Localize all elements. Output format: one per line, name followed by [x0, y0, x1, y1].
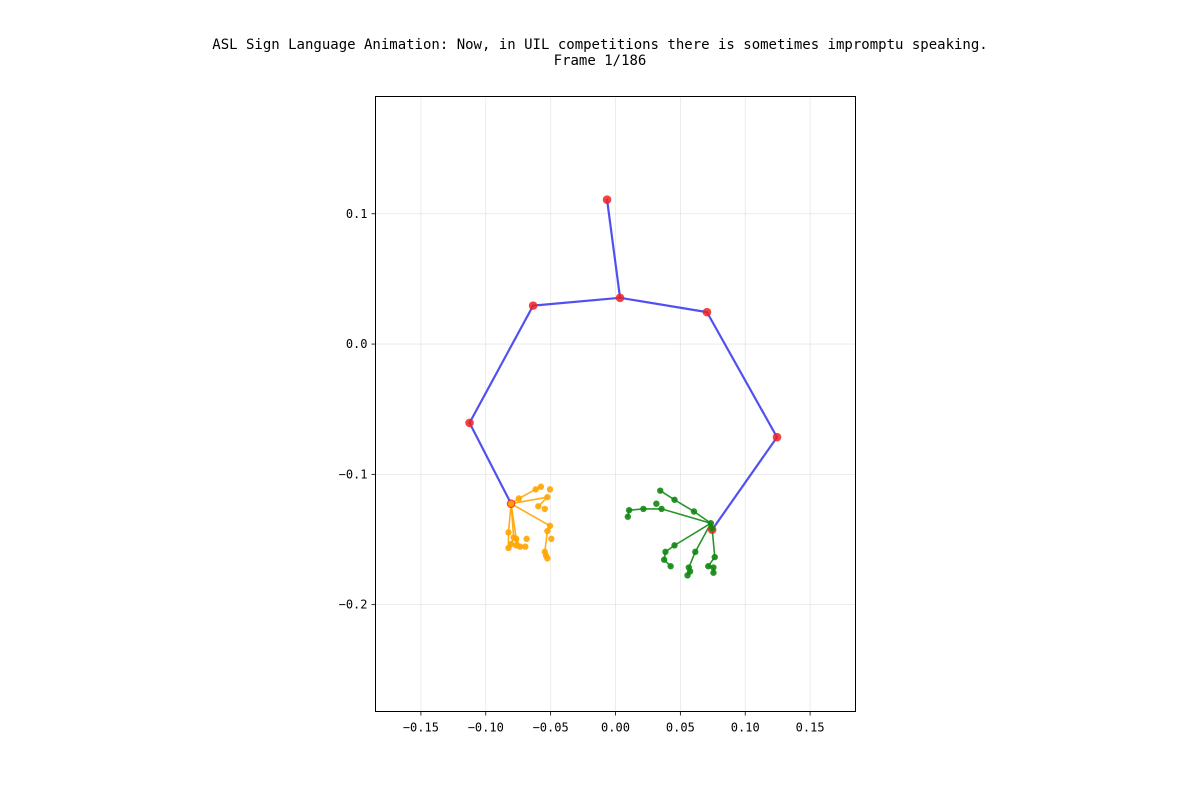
right-hand-joint [708, 525, 716, 532]
right-hand-joint [625, 506, 633, 514]
pose-bone [468, 421, 513, 505]
right-hand-joint [710, 564, 717, 571]
pose-bone [605, 198, 622, 299]
y-tick-label: −0.2 [339, 598, 368, 612]
grid [375, 96, 856, 712]
right-hand-joint [684, 572, 691, 579]
y-tick-label: 0.1 [346, 207, 368, 221]
right-hand-joint [624, 513, 632, 520]
left-hand-joint [548, 535, 555, 543]
right-hand-joint [711, 553, 718, 561]
pose-joint [615, 293, 625, 303]
left-hand-joint [513, 535, 520, 543]
x-tick-label: 0.10 [731, 721, 760, 735]
left-hand-joint [537, 483, 545, 490]
chart-subtitle: Frame 1/186 [553, 53, 647, 69]
right-hand-joint [640, 505, 647, 513]
right-hand-joint [690, 508, 698, 515]
right-hand-joint [660, 556, 668, 563]
left-hand-joint [544, 493, 551, 501]
right-hand-bone [673, 522, 712, 547]
left-hand-bone [510, 496, 549, 505]
right-hand-joint [705, 563, 712, 570]
pose-joint [465, 418, 474, 428]
right-hand-joint [653, 500, 660, 507]
right-hand-joint [657, 487, 664, 494]
axis-ticks: −0.15 −0.10 −0.05 0.00 0.05 0.10 0.15 0.1 0.0 −0.… [339, 207, 825, 735]
x-tick-label: 0.05 [666, 721, 695, 735]
pose-joint [602, 195, 612, 204]
right-hand-joint [692, 548, 699, 556]
pose-bone [705, 311, 779, 439]
chart-title: ASL Sign Language Animation: Now, in UIL… [212, 37, 988, 53]
left-hand-joint [522, 543, 529, 550]
pose-bone [532, 296, 622, 307]
right-hand-joint [707, 520, 715, 527]
left-hand-joint [532, 486, 539, 493]
left-hand-bone [543, 530, 549, 553]
right-hand-joint [671, 496, 678, 503]
right-hand-joint [667, 563, 674, 570]
left-hand-joint [523, 535, 530, 543]
pose-bone [711, 436, 779, 531]
x-tick-label: 0.15 [796, 721, 825, 735]
pose-joint [772, 432, 782, 442]
left-hand-bone [510, 502, 551, 527]
right-hand-joint [662, 548, 669, 556]
left-hand-joint [516, 543, 524, 550]
right-hand-joint [710, 569, 717, 576]
left-hand-joint [544, 527, 551, 535]
right-hand-bone [673, 498, 695, 513]
left-hand-bone [510, 502, 518, 540]
skeleton-points [465, 195, 782, 579]
skeleton-edges [468, 198, 779, 577]
y-tick-label: −0.1 [339, 467, 368, 481]
left-hand-joint [541, 505, 548, 513]
x-tick-label: −0.15 [403, 721, 439, 735]
left-hand-joint [546, 486, 554, 493]
left-hand-joint [505, 529, 512, 536]
left-hand-joint [505, 544, 512, 552]
pose-bone [618, 296, 709, 314]
right-hand-joint [658, 505, 665, 513]
left-hand-joint [515, 495, 523, 502]
right-hand-joint [671, 542, 678, 549]
x-tick-label: −0.10 [468, 721, 504, 735]
pose-joint [702, 307, 712, 317]
pose-joint [528, 301, 538, 310]
right-hand-bone [660, 508, 712, 525]
left-hand-joint [507, 500, 515, 507]
left-hand-joint [535, 503, 542, 510]
x-tick-label: 0.00 [601, 721, 630, 735]
left-hand-joint [544, 555, 551, 562]
right-hand-bone [693, 510, 712, 525]
x-tick-label: −0.05 [533, 721, 569, 735]
y-tick-label: 0.0 [346, 337, 368, 351]
pose-bone [468, 304, 535, 424]
chart-title-block: ASL Sign Language Animation: Now, in UIL… [0, 37, 1200, 69]
left-hand-joint [546, 522, 554, 530]
